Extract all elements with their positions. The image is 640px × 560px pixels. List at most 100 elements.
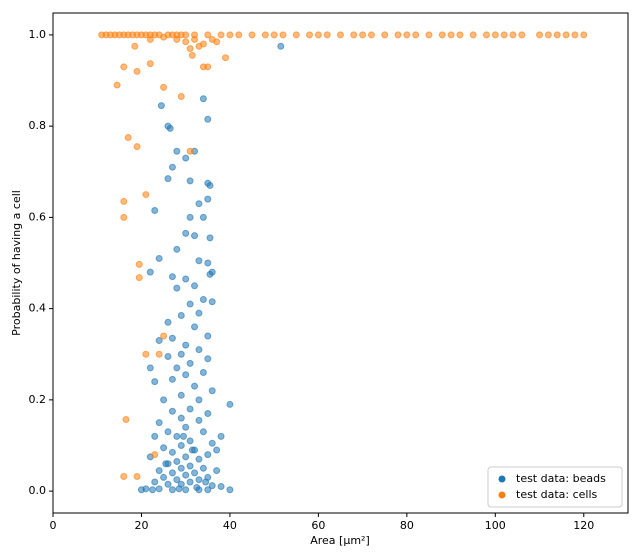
x-tick-label: 20: [134, 519, 148, 532]
point: [155, 467, 163, 475]
point: [160, 396, 168, 404]
point: [350, 31, 358, 39]
legend-marker: [498, 475, 506, 483]
point: [168, 448, 176, 456]
point: [155, 31, 163, 39]
point: [195, 455, 203, 463]
point: [314, 31, 322, 39]
point: [173, 284, 181, 292]
point: [403, 31, 411, 39]
point: [168, 407, 176, 415]
x-tick-label: 100: [485, 519, 506, 532]
point: [146, 60, 154, 68]
y-axis-label: Probability of having a cell: [10, 190, 23, 336]
point: [199, 464, 207, 472]
point: [177, 311, 185, 319]
point: [217, 432, 225, 440]
point: [204, 115, 212, 123]
point: [204, 410, 212, 418]
point: [186, 300, 194, 308]
point: [199, 368, 207, 376]
point: [182, 423, 190, 431]
point: [206, 270, 214, 278]
point: [195, 42, 203, 50]
point: [142, 191, 150, 199]
point: [157, 102, 165, 110]
point: [149, 486, 157, 494]
point: [182, 371, 190, 379]
y-tick-label: 0.4: [29, 302, 47, 315]
point: [191, 469, 199, 477]
point: [204, 355, 212, 363]
point: [177, 92, 185, 100]
point: [195, 309, 203, 317]
point: [155, 350, 163, 358]
point: [222, 54, 229, 62]
point: [155, 254, 163, 262]
point: [173, 476, 181, 484]
x-axis-label: Area [µm²]: [310, 534, 370, 547]
point: [186, 405, 194, 413]
point: [186, 177, 194, 185]
point: [164, 428, 172, 436]
point: [168, 486, 176, 494]
point: [120, 473, 128, 481]
point: [160, 444, 168, 452]
point: [151, 432, 159, 440]
point: [381, 31, 389, 39]
point: [177, 414, 185, 422]
point: [199, 295, 207, 303]
point: [270, 31, 278, 39]
point: [113, 81, 121, 89]
point: [177, 391, 185, 399]
point: [518, 31, 526, 39]
point: [173, 364, 181, 372]
point: [191, 31, 199, 39]
point: [177, 350, 185, 358]
legend-label: test data: beads: [516, 472, 606, 485]
point: [235, 31, 243, 39]
point: [580, 31, 588, 39]
point: [133, 67, 141, 75]
point: [204, 486, 212, 494]
point: [277, 42, 285, 50]
point: [122, 415, 130, 423]
y-tick-label: 0.6: [29, 210, 47, 223]
point: [226, 31, 234, 39]
point: [182, 38, 190, 46]
point: [186, 478, 194, 486]
point: [195, 396, 203, 404]
point: [208, 298, 216, 306]
point: [175, 485, 183, 493]
point: [168, 273, 176, 281]
point: [186, 437, 194, 445]
point: [146, 268, 154, 276]
point: [204, 332, 212, 340]
y-tick-label: 0.2: [29, 393, 47, 406]
point: [447, 31, 455, 39]
point: [208, 482, 216, 490]
x-tick-label: 60: [311, 519, 325, 532]
point: [186, 213, 194, 221]
point: [186, 462, 194, 470]
point: [206, 181, 214, 189]
point: [500, 31, 508, 39]
point: [204, 195, 212, 203]
y-tick-label: 0.8: [29, 119, 47, 132]
point: [208, 439, 216, 447]
point: [151, 378, 159, 386]
point: [173, 147, 181, 155]
point: [186, 45, 194, 53]
point: [191, 232, 199, 240]
point: [208, 387, 216, 395]
point: [173, 457, 181, 465]
point: [186, 359, 194, 367]
point: [151, 451, 159, 459]
point: [182, 31, 190, 39]
point: [204, 31, 212, 39]
point: [367, 31, 375, 39]
legend-label: test data: cells: [516, 488, 598, 501]
point: [160, 332, 168, 340]
point: [124, 134, 132, 142]
